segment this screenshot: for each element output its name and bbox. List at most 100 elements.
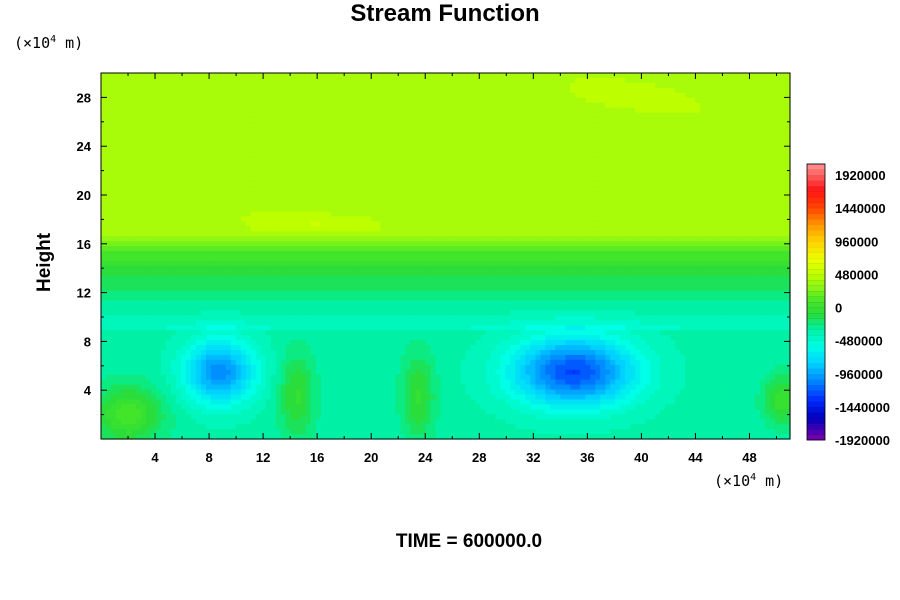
field-cell xyxy=(351,103,357,109)
field-cell xyxy=(745,211,751,217)
field-cell xyxy=(570,83,576,89)
field-cell xyxy=(211,147,217,153)
field-cell xyxy=(665,187,671,193)
field-cell xyxy=(336,118,342,124)
field-cell xyxy=(356,167,362,173)
field-cell xyxy=(316,73,322,79)
field-cell xyxy=(301,73,307,79)
field-cell xyxy=(291,93,297,99)
field-cell xyxy=(331,216,337,222)
field-cell xyxy=(181,162,187,168)
field-cell xyxy=(710,211,716,217)
field-cell xyxy=(640,108,646,114)
field-cell xyxy=(371,221,377,227)
field-cell xyxy=(605,113,611,119)
field-cell xyxy=(630,162,636,168)
field-cell xyxy=(555,132,561,138)
field-cell xyxy=(126,142,132,148)
field-cell xyxy=(151,226,157,232)
field-cell xyxy=(620,162,626,168)
field-cell xyxy=(376,236,382,242)
field-cell xyxy=(615,108,621,114)
field-cell xyxy=(710,127,716,133)
field-cell xyxy=(441,132,447,138)
field-cell xyxy=(695,147,701,153)
field-cell xyxy=(565,187,571,193)
field-cell xyxy=(381,177,387,183)
field-cell xyxy=(286,241,292,247)
field-cell xyxy=(780,226,786,232)
field-cell xyxy=(750,246,756,252)
field-cell xyxy=(650,162,656,168)
field-cell xyxy=(201,177,207,183)
field-cell xyxy=(710,73,716,79)
field-cell xyxy=(520,103,526,109)
field-cell xyxy=(176,132,182,138)
field-cell xyxy=(595,142,601,148)
field-cell xyxy=(206,132,212,138)
field-cell xyxy=(610,78,616,84)
field-cell xyxy=(276,162,282,168)
field-cell xyxy=(106,157,112,163)
field-cell xyxy=(600,137,606,143)
field-cell xyxy=(740,108,746,114)
field-cell xyxy=(211,157,217,163)
field-cell xyxy=(226,88,232,94)
field-cell xyxy=(770,167,776,173)
field-cell xyxy=(376,197,382,203)
field-cell xyxy=(246,88,252,94)
field-cell xyxy=(281,236,287,242)
field-cell xyxy=(311,207,317,213)
field-cell xyxy=(590,162,596,168)
field-cell xyxy=(460,122,466,128)
field-cell xyxy=(590,192,596,198)
field-cell xyxy=(585,211,591,217)
field-cell xyxy=(610,137,616,143)
field-cell xyxy=(505,197,511,203)
field-cell xyxy=(426,113,432,119)
field-cell xyxy=(510,241,516,247)
field-cell xyxy=(670,216,676,222)
field-cell xyxy=(530,167,536,173)
field-cell xyxy=(181,177,187,183)
field-cell xyxy=(301,108,307,114)
field-cell xyxy=(550,152,556,158)
field-cell xyxy=(685,103,691,109)
field-cell xyxy=(765,122,771,128)
field-cell xyxy=(256,192,262,198)
field-cell xyxy=(605,122,611,128)
field-cell xyxy=(475,231,481,237)
field-cell xyxy=(291,216,297,222)
field-cell xyxy=(256,197,262,203)
field-cell xyxy=(455,103,461,109)
field-cell xyxy=(715,197,721,203)
field-cell xyxy=(505,118,511,124)
field-cell xyxy=(236,236,242,242)
field-cell xyxy=(550,98,556,104)
field-cell xyxy=(201,207,207,213)
field-cell xyxy=(146,251,152,257)
field-cell xyxy=(381,221,387,227)
field-cell xyxy=(500,127,506,133)
field-cell xyxy=(251,246,257,252)
field-cell xyxy=(755,113,761,119)
field-cell xyxy=(181,142,187,148)
field-cell xyxy=(685,197,691,203)
field-cell xyxy=(106,202,112,208)
field-cell xyxy=(675,88,681,94)
field-cell xyxy=(520,221,526,227)
field-cell xyxy=(765,236,771,242)
field-cell xyxy=(605,187,611,193)
field-cell xyxy=(480,118,486,124)
field-cell xyxy=(680,211,686,217)
field-cell xyxy=(755,127,761,133)
field-cell xyxy=(745,98,751,104)
field-cell xyxy=(391,118,397,124)
field-cell xyxy=(401,147,407,153)
field-cell xyxy=(386,73,392,79)
field-cell xyxy=(540,122,546,128)
field-cell xyxy=(136,177,142,183)
field-cell xyxy=(570,98,576,104)
field-cell xyxy=(550,127,556,133)
field-cell xyxy=(690,78,696,84)
